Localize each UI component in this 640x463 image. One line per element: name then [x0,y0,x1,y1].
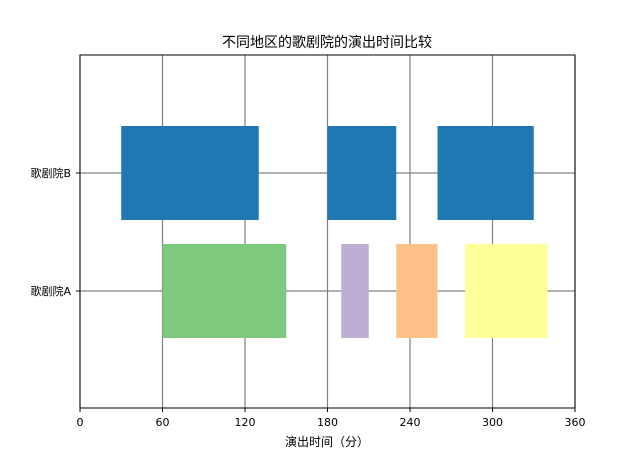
bar-1-2 [437,126,534,220]
x-tick-label-4: 240 [400,416,421,429]
x-tick-label-1: 60 [156,416,170,429]
x-tick-label-2: 120 [235,416,256,429]
y-tick-label-1: 歌剧院B [30,166,71,180]
x-tick-label-0: 0 [77,416,84,429]
x-tick-label-3: 180 [317,416,338,429]
grid-layer [79,55,576,408]
bars-layer [121,126,548,338]
bar-0-3 [465,244,548,338]
y-tick-label-0: 歌剧院A [30,284,71,298]
bar-0-1 [341,244,369,338]
ticks-layer: 0 60 120 180 240 300 360 歌剧院A 歌剧院B [30,166,585,429]
x-axis-label: 演出时间（分） [285,434,369,449]
chart-title: 不同地区的歌剧院的演出时间比较 [222,35,432,51]
x-tick-label-5: 300 [482,416,503,429]
x-tick-label-6: 360 [565,416,586,429]
bar-1-0 [121,126,259,220]
bar-1-1 [327,126,397,220]
bar-0-2 [396,244,438,338]
bar-0-0 [162,244,287,338]
